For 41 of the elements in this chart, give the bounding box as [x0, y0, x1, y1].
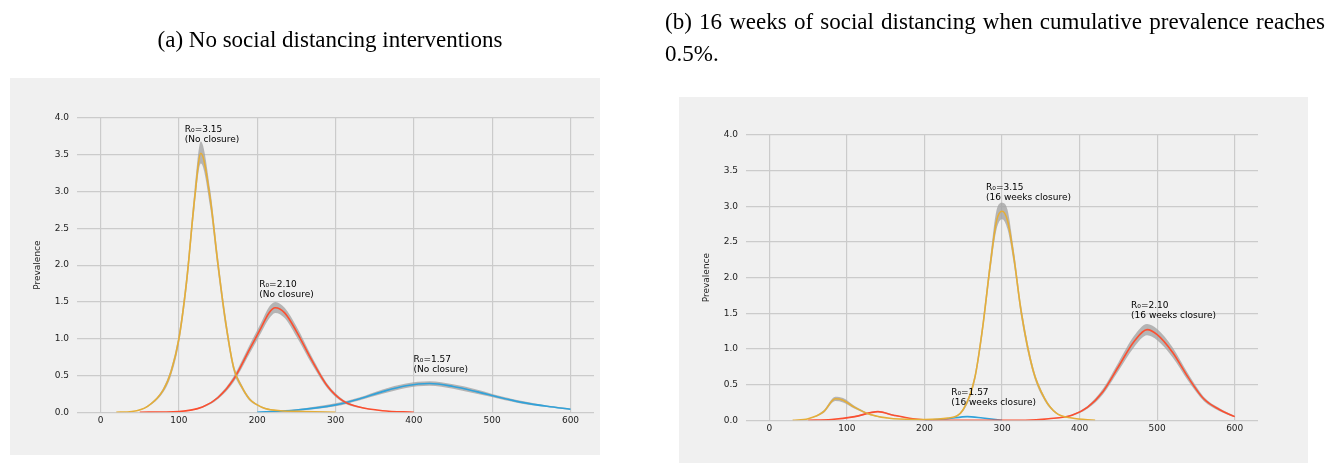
annotation: R₀=2.10 (16 weeks closure) [1131, 300, 1217, 321]
x-tick-label: 300 [993, 422, 1011, 433]
chart-title: (b) 16 weeks of social distancing when cumulative prevalence reaches 0.5%. [665, 8, 1325, 68]
y-tick-label: 3.5 [723, 164, 739, 175]
annotation: R₀=1.57 (No closure) [413, 354, 469, 375]
y-tick-label: 0.5 [54, 369, 70, 380]
y-tick-label: 0.0 [723, 414, 739, 425]
x-tick-label: 200 [248, 414, 267, 425]
y-tick-label: 2.5 [54, 222, 70, 233]
y-tick-label: 4.0 [54, 112, 70, 123]
x-tick-label: 0 [766, 422, 773, 433]
annotation: R₀=3.15 (No closure) [184, 124, 240, 145]
y-tick-label: 1.0 [723, 343, 739, 354]
x-tick-label: 0 [97, 414, 104, 425]
x-tick-label: 400 [1071, 422, 1089, 433]
y-tick-label: 0.5 [723, 378, 739, 389]
x-tick-label: 500 [1148, 422, 1167, 433]
annotation: R₀=2.10 (No closure) [259, 278, 314, 299]
x-tick-label: 400 [405, 414, 423, 425]
x-tick-label: 100 [838, 422, 856, 433]
x-tick-label: 500 [483, 414, 502, 425]
y-tick-label: 3.5 [54, 149, 70, 160]
y-tick-label: 2.0 [723, 271, 739, 282]
y-tick-label: 2.5 [723, 236, 739, 247]
y-axis-title: Prevalence [31, 239, 42, 290]
y-tick-label: 2.0 [54, 259, 70, 270]
y-tick-label: 1.5 [723, 307, 739, 318]
annotation: R₀=3.15 (16 weeks closure) [986, 182, 1071, 203]
y-tick-label: 0.0 [54, 406, 70, 417]
chart-title: (a) No social distancing interventions [156, 26, 504, 54]
y-tick-label: 3.0 [723, 200, 739, 211]
x-tick-label: 100 [170, 414, 188, 425]
x-tick-label: 200 [915, 422, 934, 433]
y-tick-label: 4.0 [723, 129, 739, 140]
x-tick-label: 600 [561, 414, 580, 425]
y-tick-label: 3.0 [54, 185, 70, 196]
x-tick-label: 300 [326, 414, 345, 425]
y-axis-title: Prevalence [700, 252, 711, 303]
y-tick-label: 1.5 [54, 296, 70, 307]
y-tick-label: 1.0 [54, 332, 70, 343]
x-tick-label: 600 [1226, 422, 1244, 433]
